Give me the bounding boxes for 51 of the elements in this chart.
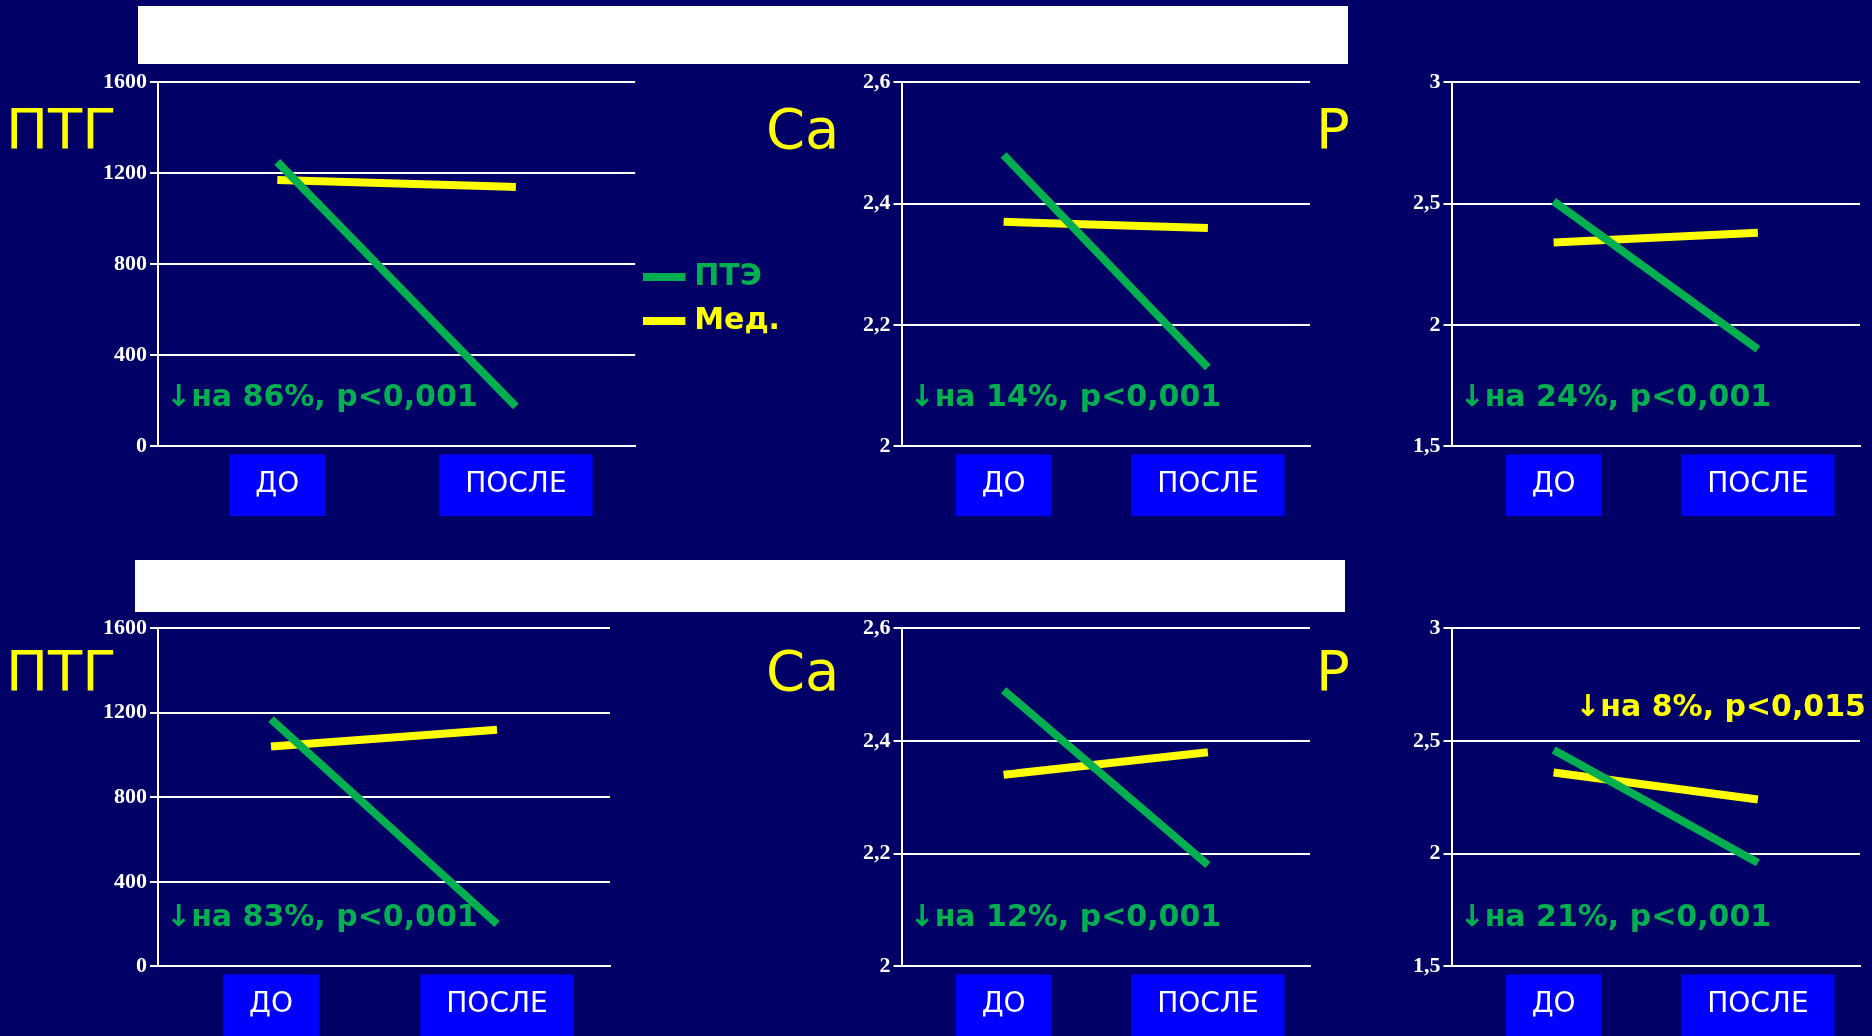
- x-tick-label: ПОСЛЕ: [465, 466, 567, 500]
- x-tick-label: ПОСЛЕ: [1707, 466, 1809, 500]
- y-tick-label: 2,5: [1413, 189, 1441, 215]
- x-tick-label: ПОСЛЕ: [1157, 466, 1259, 500]
- y-tick-label: 2,6: [863, 67, 891, 93]
- chart-title: Ca: [766, 638, 840, 704]
- y-tick-label: 3: [1429, 613, 1441, 639]
- x-tick-label: ДО: [981, 986, 1026, 1020]
- annotation: ↓на 24%, p<0,001: [1459, 378, 1772, 414]
- y-tick-label: 3: [1429, 67, 1441, 93]
- annotation: ↓на 86%, p<0,001: [166, 378, 478, 414]
- x-tick-label: ПОСЛЕ: [446, 986, 548, 1020]
- y-tick-label: 2,4: [863, 189, 891, 215]
- x-tick-label: ПОСЛЕ: [1707, 986, 1809, 1020]
- annotation: ↓на 21%, p<0,001: [1459, 898, 1772, 934]
- annotation: ↓на 83%, p<0,001: [166, 898, 478, 934]
- y-tick-label: 2,5: [1413, 726, 1441, 752]
- y-tick-label: 2,4: [863, 726, 891, 752]
- y-tick-label: 1,5: [1413, 432, 1441, 458]
- y-tick-label: 2,2: [863, 839, 891, 865]
- annotation: ↓на 8%, p<0,015: [1575, 688, 1866, 723]
- y-tick-label: 1600: [103, 67, 147, 93]
- y-tick-label: 2,2: [863, 310, 891, 336]
- annotation: ↓на 14%, p<0,001: [909, 378, 1222, 414]
- x-tick-label: ДО: [1531, 466, 1576, 500]
- y-tick-label: 2: [1429, 310, 1441, 336]
- y-tick-label: 400: [114, 867, 147, 893]
- y-tick-label: 2: [879, 952, 891, 978]
- x-tick-label: ДО: [1531, 986, 1576, 1020]
- y-tick-label: 0: [136, 952, 147, 978]
- chart-title: Ca: [766, 95, 840, 161]
- chart-title: P: [1316, 95, 1350, 161]
- y-tick-label: 400: [114, 341, 147, 367]
- legend-label: ПТЭ: [694, 256, 762, 292]
- y-tick-label: 1200: [103, 158, 147, 184]
- chart-title: ПТГ: [6, 95, 117, 161]
- y-tick-label: 1600: [103, 613, 147, 639]
- y-tick-label: 0: [136, 432, 147, 458]
- y-tick-label: 2: [1429, 839, 1441, 865]
- x-tick-label: ДО: [981, 466, 1026, 500]
- legend-label: Мед.: [694, 300, 780, 336]
- x-tick-label: ДО: [249, 986, 293, 1020]
- y-tick-label: 2: [879, 432, 891, 458]
- x-tick-label: ДО: [255, 466, 300, 500]
- chart-title: P: [1316, 638, 1350, 704]
- annotation: ↓на 12%, p<0,001: [909, 898, 1222, 934]
- y-tick-label: 800: [114, 249, 147, 275]
- y-tick-label: 800: [114, 782, 147, 808]
- y-tick-label: 1,5: [1413, 952, 1441, 978]
- y-tick-label: 2,6: [863, 613, 891, 639]
- x-tick-label: ПОСЛЕ: [1157, 986, 1259, 1020]
